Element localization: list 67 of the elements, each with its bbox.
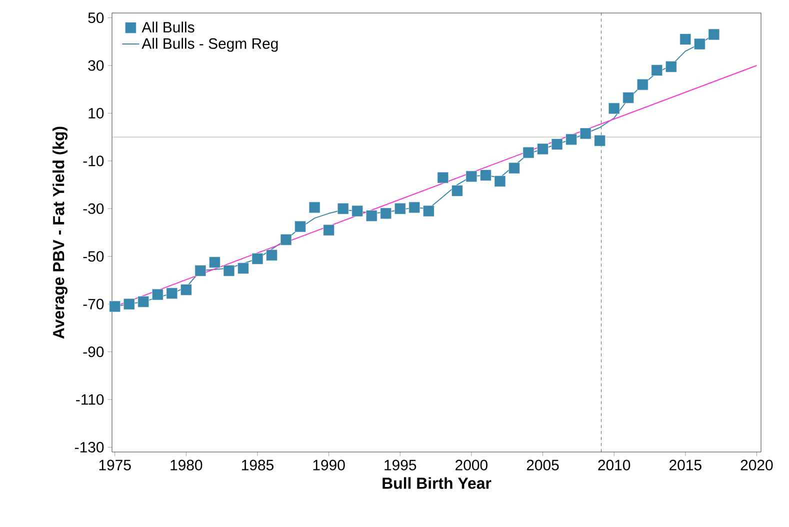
x-tick-label: 1990 — [313, 460, 345, 470]
point — [622, 92, 634, 104]
y-tick-label: -110 — [76, 394, 104, 405]
x-tick-label: 1975 — [99, 460, 131, 470]
point — [337, 202, 349, 214]
point — [123, 298, 135, 310]
point — [694, 38, 706, 50]
point — [352, 205, 363, 217]
x-tick-label: 2015 — [670, 460, 702, 470]
point — [180, 284, 192, 296]
point — [294, 220, 306, 232]
point — [452, 185, 463, 196]
point — [636, 78, 648, 90]
point — [394, 202, 406, 214]
legend-label: All Bulls — [142, 22, 194, 33]
y-tick-label: -10 — [83, 156, 104, 166]
point — [480, 170, 492, 181]
point — [594, 134, 606, 146]
point — [266, 250, 278, 261]
point — [109, 300, 120, 312]
x-tick-label: 2020 — [740, 460, 773, 470]
point — [665, 61, 677, 72]
legend-label: All Bulls - Segm Reg — [142, 38, 278, 52]
x-tick-label: 2010 — [598, 460, 630, 470]
point — [580, 128, 592, 140]
point — [537, 143, 548, 155]
y-tick-label: -50 — [83, 251, 104, 262]
y-tick-label: -70 — [83, 298, 104, 310]
point — [166, 288, 178, 299]
point — [223, 265, 235, 276]
point — [308, 202, 320, 214]
point — [366, 210, 378, 222]
y-tick-label: -130 — [74, 442, 104, 453]
point — [566, 134, 577, 146]
x-tick-label: 1980 — [170, 460, 202, 470]
point — [380, 208, 392, 220]
point — [280, 234, 292, 246]
point — [680, 34, 692, 45]
point — [437, 172, 449, 184]
x-axis-title: Bull Birth Year — [382, 477, 492, 489]
point — [238, 262, 249, 274]
point — [522, 146, 534, 158]
y-tick-label: 50 — [88, 12, 104, 24]
point — [194, 265, 206, 276]
point — [323, 224, 334, 236]
y-axis-title: Average PBV - Fat Yield (kg) — [52, 126, 68, 339]
x-tick-label: 1985 — [242, 460, 274, 470]
point — [423, 205, 434, 217]
point — [508, 162, 520, 174]
point — [651, 64, 663, 76]
point — [466, 170, 478, 182]
point — [494, 176, 506, 187]
y-tick-label: 10 — [88, 108, 104, 118]
point — [152, 288, 164, 300]
x-tick-label: 2000 — [456, 460, 488, 470]
x-tick-label: 1995 — [384, 460, 416, 470]
y-tick-label: -30 — [83, 203, 104, 214]
point — [608, 102, 620, 114]
point — [138, 296, 150, 308]
y-tick-label: -90 — [83, 346, 104, 358]
point — [408, 202, 420, 214]
y-tick-label: 30 — [88, 60, 104, 71]
point — [551, 138, 563, 150]
point — [252, 253, 264, 264]
point — [708, 28, 720, 40]
x-tick-label: 2005 — [526, 460, 559, 470]
point — [209, 256, 220, 268]
